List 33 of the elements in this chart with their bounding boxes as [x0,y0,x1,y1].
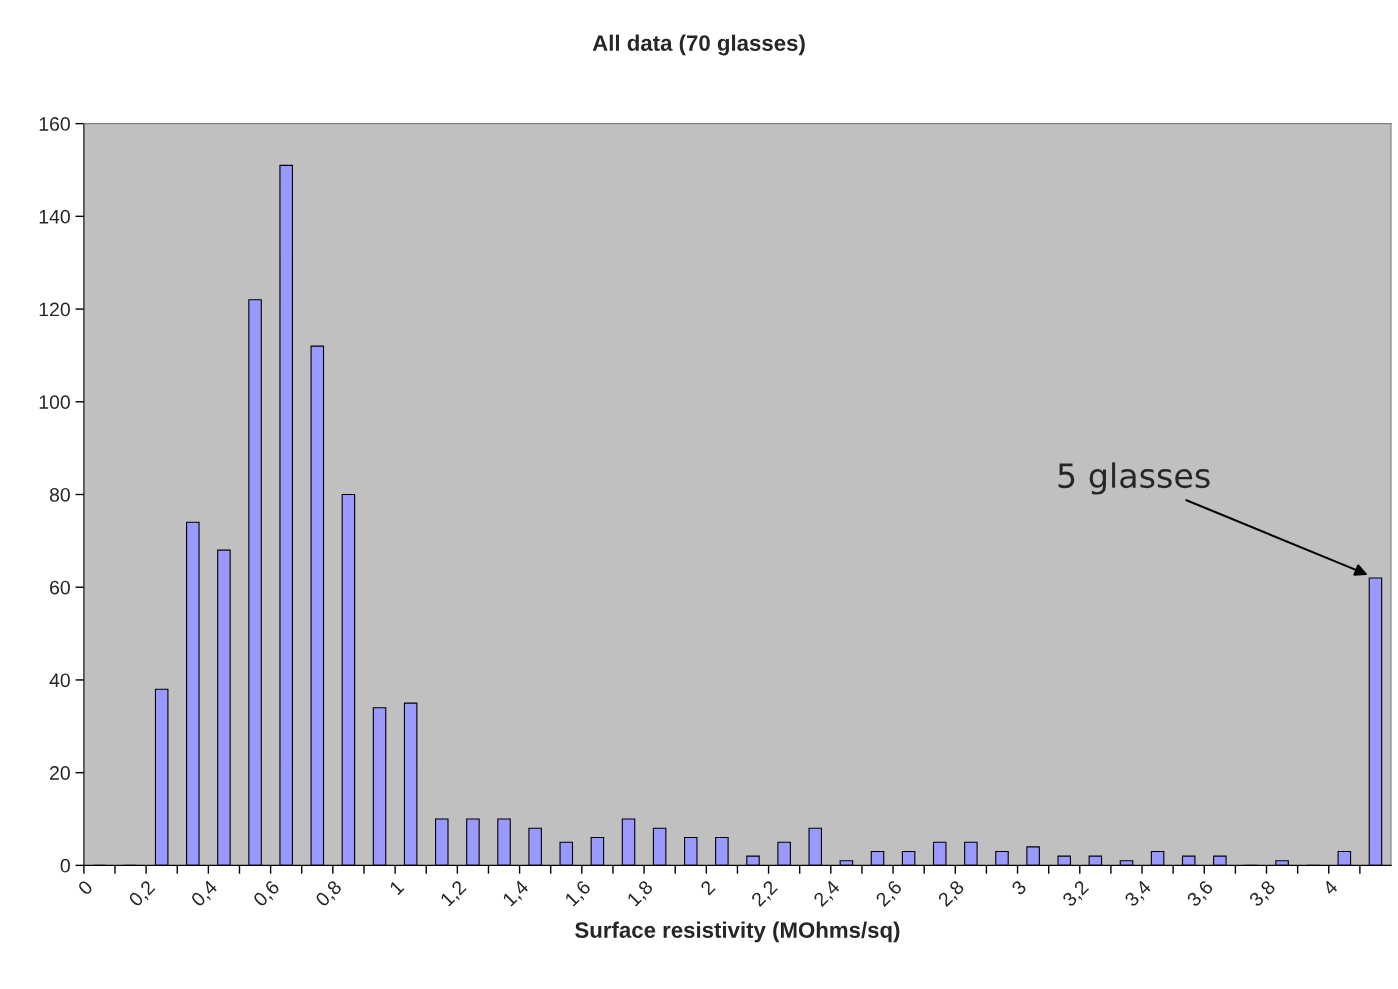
x-tick-label: 0,8 [314,879,344,909]
annotation: 5 glasses [1058,462,1210,495]
chart-title: All data (70 glasses) [592,34,805,56]
y-tick-label: 60 [50,580,70,595]
y-tick-label: 120 [39,302,70,317]
y-tick-label: 20 [50,766,70,780]
x-tick-label: 0,6 [252,879,282,909]
x-tick-label: 0,4 [190,879,220,909]
x-tick-label: 3 [1010,879,1028,896]
x-tick-label: 4 [1321,879,1339,896]
x-tick-label: 2,4 [812,879,843,909]
x-tick-label: 1,6 [564,879,593,909]
x-tick-label: 2,6 [875,879,905,909]
y-tick-label: 0 [60,858,70,873]
x-tick-label: 1,4 [502,879,531,909]
x-axis-title: Surface resistivity (MOhms/sq) [575,921,900,943]
x-tick-label: 2,2 [750,879,780,909]
x-tick-label: 3,2 [1061,879,1091,909]
x-tick-label: 0 [77,879,94,896]
x-tick-label: 2 [699,879,716,896]
y-tick-label: 160 [39,117,70,131]
y-tick-label: 40 [49,673,70,688]
y-tick-label: 100 [39,395,70,410]
x-tick-label: 2,8 [937,879,967,909]
x-tick-label: 1,8 [626,879,656,909]
x-tick-label: 3,8 [1248,879,1278,909]
y-tick-label: 80 [49,487,70,502]
x-tick-label: 1,2 [439,879,469,909]
x-tick-label: 1 [389,879,405,896]
x-tick-label: 3,6 [1186,879,1216,909]
x-tick-label: 3,4 [1123,879,1154,909]
x-tick-label: 0,2 [127,879,158,909]
y-tick-label: 140 [39,209,70,224]
